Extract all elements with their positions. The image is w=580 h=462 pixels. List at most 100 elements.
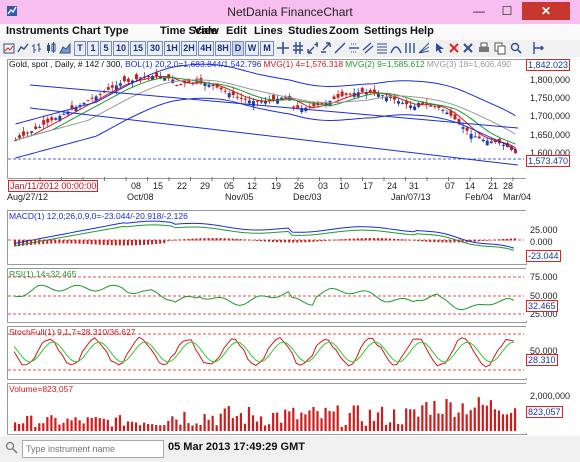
period-2h-button[interactable]: 2H xyxy=(181,41,197,56)
date-month: Dec/03 xyxy=(293,192,322,202)
candlestick-icon[interactable] xyxy=(45,41,57,55)
zoom-out-icon[interactable] xyxy=(320,41,332,55)
date-day: 29 xyxy=(200,181,211,191)
date-day: 08 xyxy=(131,181,142,191)
period-daily-button[interactable]: D xyxy=(232,41,244,56)
cursor-tool-icon[interactable] xyxy=(532,41,544,55)
date-day: 24 xyxy=(387,181,398,191)
rsi-tick: 25.000 xyxy=(530,309,558,319)
volume-panel[interactable] xyxy=(7,383,527,435)
grid-icon[interactable] xyxy=(292,41,304,55)
print-icon[interactable] xyxy=(478,41,490,55)
menu-bar: Instruments Chart Type Time Scale View E… xyxy=(0,24,580,40)
date-month: Nov/05 xyxy=(225,192,254,202)
instrument-search-input[interactable] xyxy=(22,440,164,458)
price-tick: 1,650,000 xyxy=(530,130,571,140)
title-bar: NetDania FinanceChart — ☐ ✕ xyxy=(0,0,580,24)
zoom-in-icon[interactable] xyxy=(306,41,318,55)
volume-label: Volume=823,057 xyxy=(9,384,74,394)
price-tick: 1,600,000 xyxy=(530,148,571,158)
rsi-tick: 75.000 xyxy=(530,272,558,282)
date-day: 22 xyxy=(177,181,188,191)
delete-all-icon[interactable] xyxy=(462,41,474,55)
rsi-label: RSI(1) 14=32.465 xyxy=(9,269,77,279)
price-tick: 1,750,000 xyxy=(530,93,571,103)
period-4h-button[interactable]: 4H xyxy=(198,41,214,56)
fibonacci-icon[interactable] xyxy=(376,41,388,55)
arc-icon[interactable] xyxy=(390,41,402,55)
period-5m-button[interactable]: 5 xyxy=(100,41,112,56)
period-30m-button[interactable]: 30 xyxy=(147,41,163,56)
stoch-value: 28.310 xyxy=(526,354,558,366)
period-15m-button[interactable]: 15 xyxy=(130,41,146,56)
rsi-axis: 75.000 50.000 25.000 xyxy=(526,268,572,321)
search-icon[interactable] xyxy=(5,441,19,455)
date-day: 21 xyxy=(488,181,499,191)
minimize-button[interactable]: — xyxy=(473,4,485,18)
bar-chart-icon[interactable] xyxy=(31,41,43,55)
period-weekly-button[interactable]: W xyxy=(245,41,259,56)
date-axis: 24 08 15 22 29 05 12 19 26 03 10 17 24 3… xyxy=(7,179,531,202)
menu-studies[interactable]: Studies xyxy=(288,25,328,37)
menu-time-scale[interactable]: Time Scale xyxy=(160,25,218,37)
stoch-axis: 50.000 xyxy=(526,326,572,378)
stoch-tick: 50.000 xyxy=(530,346,558,356)
period-monthly-button[interactable]: M xyxy=(260,41,274,56)
instrument-header: Gold, spot , Daily, # 142 / 300, xyxy=(9,59,126,69)
rsi-tick: 50.000 xyxy=(530,291,558,301)
menu-lines[interactable]: Lines xyxy=(254,25,283,37)
date-day: 10 xyxy=(339,181,350,191)
date-month: Jan/07/13 xyxy=(391,192,431,202)
speed-lines-icon[interactable] xyxy=(418,41,430,55)
period-tick-button[interactable]: T xyxy=(74,41,86,56)
trend-line-icon[interactable] xyxy=(334,41,346,55)
app-icon xyxy=(7,6,17,16)
price-panel[interactable] xyxy=(7,59,527,179)
window-title: NetDania FinanceChart xyxy=(227,5,353,19)
cursor-date-label: Jan/11/2012 00:00:00 xyxy=(8,180,99,192)
date-month: Feb/04 xyxy=(465,192,494,202)
bollinger-label: BOL(1) 20,2,0=1,683.844/1,542.796 xyxy=(125,59,262,69)
menu-settings[interactable]: Settings xyxy=(364,25,408,37)
volume-tick: 2,000,000 xyxy=(530,391,571,401)
macd-label: MACD(1) 12,0;26,0,9,0=-23.044/-20.918/-2… xyxy=(9,211,188,221)
menu-edit[interactable]: Edit xyxy=(226,25,247,37)
channel-icon[interactable] xyxy=(362,41,374,55)
copy-icon[interactable] xyxy=(494,41,506,55)
date-day: 07 xyxy=(445,181,456,191)
status-clock: 05 Mar 2013 17:49:29 GMT xyxy=(168,441,305,453)
mvg2-label: MVG(2) 9=1,585.612 xyxy=(345,59,425,69)
menu-chart-type[interactable]: Chart Type xyxy=(72,25,129,37)
menu-zoom[interactable]: Zoom xyxy=(329,25,359,37)
pointer-icon[interactable] xyxy=(434,41,446,55)
line-chart-icon[interactable] xyxy=(17,41,29,55)
period-1h-button[interactable]: 1H xyxy=(164,41,180,56)
menu-instruments[interactable]: Instruments xyxy=(6,25,69,37)
maximize-button[interactable]: ☐ xyxy=(501,4,513,18)
date-day: 12 xyxy=(247,181,258,191)
date-month: Aug/27/12 xyxy=(7,192,49,202)
price-tick: 1,700,000 xyxy=(530,111,571,121)
macd-tick: 25.000 xyxy=(530,225,558,235)
macd-value: -23.044 xyxy=(526,250,561,262)
menu-help[interactable]: Help xyxy=(410,25,434,37)
horizontal-line-icon[interactable] xyxy=(348,41,360,55)
search-icon[interactable] xyxy=(510,41,522,55)
date-day: 15 xyxy=(153,181,164,191)
rsi-panel[interactable] xyxy=(7,268,527,323)
period-10m-button[interactable]: 10 xyxy=(113,41,129,56)
area-chart-icon[interactable] xyxy=(59,41,71,55)
date-day: 14 xyxy=(465,181,476,191)
crosshair-icon[interactable] xyxy=(277,41,289,55)
period-8h-button[interactable]: 8H xyxy=(215,41,231,56)
date-day: 05 xyxy=(224,181,235,191)
mvg1-label: MVG(1) 4=1,576.318 xyxy=(263,59,344,69)
cycle-lines-icon[interactable] xyxy=(404,41,416,55)
date-month: Mar/04 xyxy=(503,192,532,202)
menu-view[interactable]: View xyxy=(194,25,219,37)
period-1m-button[interactable]: 1 xyxy=(87,41,99,56)
delete-icon[interactable] xyxy=(448,41,460,55)
close-button[interactable]: ✕ xyxy=(522,2,570,20)
open-chart-icon[interactable] xyxy=(3,41,15,55)
date-day: 26 xyxy=(294,181,305,191)
